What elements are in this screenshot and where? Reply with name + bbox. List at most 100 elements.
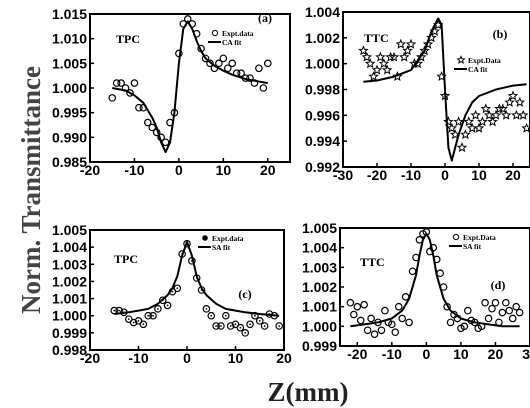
data-point	[178, 250, 186, 258]
data-point	[364, 58, 376, 69]
y-tick-label: 1.003	[302, 259, 337, 275]
data-point	[378, 58, 390, 69]
data-point	[356, 316, 365, 325]
data-point	[422, 38, 434, 49]
y-tick-label: 1.005	[52, 55, 87, 71]
data-point	[495, 318, 503, 327]
x-tick-label: -20	[80, 162, 100, 178]
legend-entry: CA fit	[222, 38, 242, 47]
data-point	[487, 116, 498, 127]
x-tick-label: -10	[382, 346, 402, 362]
data-point	[477, 322, 486, 331]
data-point	[237, 69, 245, 78]
y-tick-label: 0.998	[52, 342, 87, 358]
data-point	[488, 304, 496, 313]
data-point	[215, 59, 223, 68]
legend-marker-icon	[202, 235, 208, 241]
panels: -20 -10 0 10 20 0.985 0.990 0.995 1.000 1.005 1.01…	[52, 4, 530, 366]
data-point	[507, 90, 519, 101]
panel-b: -30 -20 -10 0 10 20 0.992 0.994 0.996 0.998 1.000 1…	[305, 4, 530, 183]
data-point	[161, 138, 170, 147]
data-point	[453, 314, 462, 323]
data-point	[168, 287, 177, 296]
data-point	[358, 45, 369, 56]
data-point	[498, 308, 507, 317]
y-tick-label: 1.000	[52, 80, 87, 96]
data-point	[157, 133, 165, 142]
data-point	[222, 311, 230, 320]
data-point	[494, 103, 505, 114]
data-point	[183, 239, 191, 248]
data-point	[120, 308, 128, 317]
data-point	[228, 59, 237, 68]
data-point	[491, 298, 500, 307]
data-point	[154, 305, 162, 313]
data-point	[409, 58, 420, 69]
y-tick-label: 1.003	[52, 256, 87, 272]
y-tick-label: 1.000	[305, 56, 340, 72]
data-point	[426, 32, 437, 43]
data-point	[394, 302, 403, 311]
data-point	[175, 49, 183, 58]
data-point	[207, 311, 216, 320]
data-point	[504, 96, 515, 107]
data-point	[255, 64, 263, 73]
y-axis-label: Norm. Transmittance	[16, 66, 46, 314]
data-point	[121, 84, 130, 92]
y-tick-label: 1.004	[305, 4, 340, 20]
y-tick-label: 1.000	[52, 308, 87, 324]
data-point	[377, 326, 386, 335]
y-tick-label: 1.001	[52, 291, 87, 307]
y-tick-label: 0.998	[305, 82, 340, 98]
plot-frame	[89, 229, 285, 351]
data-point	[129, 318, 138, 327]
data-point	[432, 255, 441, 264]
data-point	[210, 64, 219, 73]
panel-a: -20 -10 0 10 20 0.985 0.990 0.995 1.000 1.005 1.01…	[52, 6, 291, 178]
y-tick-label: 1.000	[302, 318, 337, 334]
data-point	[466, 122, 478, 133]
data-point	[388, 51, 400, 62]
data-point	[255, 317, 264, 325]
data-point	[470, 109, 481, 120]
x-tick-label: 20	[488, 346, 504, 362]
data-point	[231, 320, 240, 329]
panel-title: TPC	[116, 32, 140, 46]
data-point	[415, 51, 427, 62]
data-point	[232, 69, 241, 78]
x-tick-label: 10	[453, 346, 469, 362]
x-tick-label: 0	[183, 350, 191, 366]
y-tick-label: 1.004	[302, 240, 337, 256]
y-tick-label: 1.005	[52, 222, 87, 238]
fit-line	[114, 241, 280, 317]
data-point	[429, 25, 441, 36]
x-tick-label: -10	[128, 350, 148, 366]
panel-title: TTC	[364, 31, 389, 45]
data-point	[170, 108, 179, 117]
data-point	[246, 74, 254, 82]
data-point	[130, 79, 139, 87]
data-point	[115, 306, 123, 315]
data-point	[260, 322, 269, 330]
x-tick-label: 0	[441, 167, 449, 183]
data-point	[456, 142, 468, 153]
data-point	[163, 301, 172, 310]
data-point	[446, 318, 455, 327]
data-point	[398, 314, 406, 323]
data-point	[446, 122, 458, 133]
x-tick-label: 20	[260, 162, 276, 178]
panel-label: (d)	[491, 278, 506, 292]
x-tick-label: -20	[80, 350, 100, 366]
data-point	[497, 103, 509, 114]
y-tick-label: 1.004	[52, 239, 87, 255]
data-point	[363, 326, 372, 335]
data-point	[375, 51, 386, 62]
data-point	[270, 311, 279, 320]
data-point	[401, 293, 410, 301]
panel-d: -20 -10 0 10 20 30 0.999 1.000 1.001 1.002 1.003 1.…	[302, 220, 530, 362]
data-point	[236, 323, 245, 332]
x-axis-label: Z(mm)	[268, 377, 349, 407]
